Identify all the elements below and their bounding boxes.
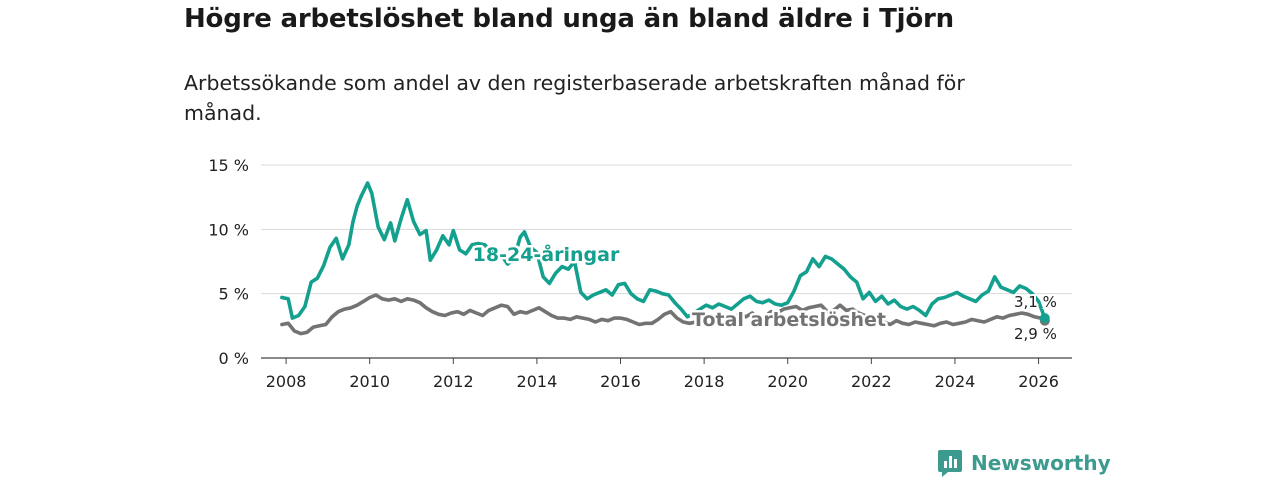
x-tick-label: 2012 (433, 372, 474, 391)
brand-name: Newsworthy (971, 451, 1111, 475)
series-label-total: Total arbetslöshet (692, 309, 886, 331)
x-tick-label: 2018 (684, 372, 725, 391)
end-label-young: 3,1 % (1014, 293, 1057, 311)
brand-logo: Newsworthy (937, 448, 1111, 478)
x-tick-label: 2014 (517, 372, 558, 391)
chart-subtitle: Arbetssökande som andel av den registerb… (184, 71, 965, 125)
x-tick-label: 2022 (851, 372, 892, 391)
y-tick-label: 0 % (219, 349, 249, 368)
x-tick-label: 2008 (266, 372, 307, 391)
x-tick-label: 2020 (767, 372, 808, 391)
grid-layer (261, 164, 1072, 359)
series-labels: 18-24-åringar Total arbetslöshet 3,1 % 2… (470, 240, 1059, 346)
x-axis: 2008 2010 2012 2014 2016 2018 2020 2022 2024 2026 (266, 358, 1059, 391)
y-tick-label: 10 % (208, 220, 249, 239)
end-label-total: 2,9 % (1014, 325, 1057, 343)
y-axis: 0 % 5 % 10 % 15 % (208, 156, 249, 368)
series-line-total (280, 293, 1047, 336)
x-tick-label: 2010 (349, 372, 390, 391)
y-tick-label: 5 % (219, 285, 249, 304)
y-tick-label: 15 % (208, 156, 249, 175)
series-layer (280, 181, 1050, 336)
series-label-young: 18-24-åringar (473, 242, 620, 266)
series-line-young (280, 181, 1047, 320)
x-tick-label: 2026 (1018, 372, 1059, 391)
x-tick-label: 2016 (600, 372, 641, 391)
newsworthy-logo-icon (938, 450, 962, 477)
x-tick-label: 2024 (935, 372, 976, 391)
end-point-young (1039, 313, 1050, 324)
chart-title: Högre arbetslöshet bland unga än bland ä… (184, 4, 954, 34)
